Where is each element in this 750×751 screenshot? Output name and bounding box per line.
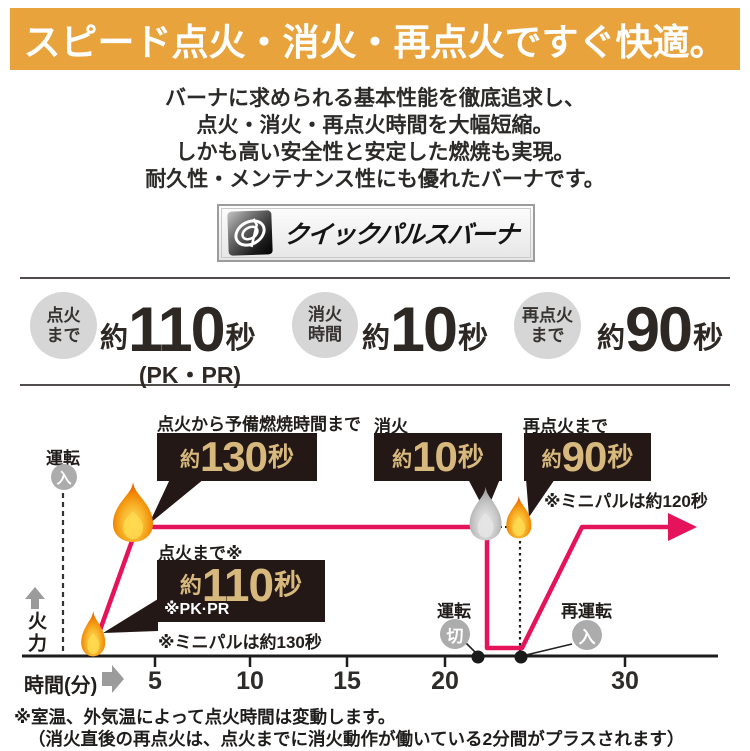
stat-circle-reignition-line1: 再点火 (522, 305, 573, 325)
extinguish-label: 消火 (374, 417, 408, 436)
box-unit: 秒 (607, 442, 634, 472)
switch-connectors (464, 641, 573, 664)
flame-icon-preburn (113, 482, 153, 542)
headline-banner: スピード点火・消火・再点火ですぐ快適。 (10, 8, 740, 70)
tick-30: 30 (611, 667, 639, 695)
extinguish-time-box: 約 10 秒 (374, 433, 502, 481)
intro-line-3: しかも高い安全性と安定した燃焼も実現。 (175, 141, 575, 164)
box-number: 90 (561, 433, 608, 480)
ignite-label: 点火まで※ (158, 544, 243, 563)
swirl-emblem-icon (234, 218, 266, 248)
stat-circle-reignition: 再点火 まで (514, 292, 581, 359)
stat-sub-ignition: (PK・PR) (138, 362, 242, 388)
flame-icon-reignite (506, 495, 532, 539)
divider-top (20, 277, 730, 279)
footnote-line-1: ※室温、外気温によって点火時間は変動します。 (14, 707, 396, 727)
guide-lines (61, 493, 522, 653)
quick-pulse-logo-icon (227, 210, 273, 256)
stat-circle-extinguish: 消火 時間 (292, 292, 358, 358)
stat-number: 110 (128, 295, 226, 366)
intro-paragraph: バーナに求められる基本性能を徹底追求し、 点火・消火・再点火時間を大幅短縮。 し… (0, 85, 750, 193)
box-prefix: 約 (179, 449, 200, 471)
stat-circle-extinguish-line1: 消火 (308, 305, 342, 324)
stat-circle-ignition: 点火 まで (30, 292, 97, 359)
ignite-box-sub: ※PK·PR (164, 601, 230, 618)
stat-circle-ignition-line2: まで (46, 325, 81, 345)
operation-off-label: 運転 (437, 602, 471, 621)
right-arrow-icon (102, 665, 124, 693)
stat-value-extinguish: 約 10 秒 (362, 294, 489, 366)
restart-point-dot (514, 650, 528, 664)
stat-circle-ignition-line1: 点火 (46, 305, 81, 325)
power-on-badge: 入 (51, 464, 77, 490)
up-arrow-icon (25, 587, 45, 609)
stat-number: 10 (390, 295, 458, 366)
box-number: 10 (412, 433, 458, 480)
tick-15: 15 (333, 667, 361, 695)
flame-icon-ignition (81, 610, 106, 657)
ignite-time-box: 約 110 秒 ※PK·PR (157, 560, 325, 622)
re-operation-label: 再運転 (561, 602, 612, 621)
intro-line-2: 点火・消火・再点火時間を大幅短縮。 (196, 114, 554, 137)
box-number: 110 (201, 559, 274, 611)
badge-label: クイックパルスバーナ (282, 221, 519, 249)
stat-value-ignition: 約 110 秒 (100, 294, 256, 366)
stat-prefix: 約 (362, 322, 391, 353)
reignite-time-box: 約 90 秒 (524, 433, 651, 481)
ignite-note: ※ミニパルは約130秒 (158, 633, 322, 652)
stat-circle-reignition-line2: まで (530, 325, 565, 345)
divider-bottom (20, 384, 730, 386)
stat-value-reignition: 約 90 秒 (597, 294, 724, 366)
reignite-label: 再点火まで (523, 417, 608, 436)
preburn-time-box: 約 130 秒 (157, 433, 317, 481)
box-unit: 秒 (268, 442, 295, 472)
power-off-badge: 切 (440, 619, 470, 649)
operation-on-label: 運転 (46, 449, 80, 468)
box-unit: 秒 (274, 569, 303, 600)
box-unit: 秒 (457, 442, 484, 472)
intro-line-1: バーナに求められる基本性能を徹底追求し、 (165, 87, 585, 110)
tick-20: 20 (431, 667, 459, 695)
stat-prefix: 約 (597, 322, 626, 353)
stat-circle-extinguish-line2: 時間 (308, 325, 342, 344)
tick-5: 5 (148, 667, 162, 695)
box-number: 130 (199, 433, 268, 480)
flame-icon-extinguish (469, 486, 502, 541)
re-power-on-badge: 入 (572, 620, 602, 650)
stat-prefix: 約 (100, 322, 129, 353)
product-badge: クイックパルスバーナ (217, 204, 535, 262)
arrow-head-icon (668, 513, 697, 541)
stat-number: 90 (625, 295, 693, 366)
box-prefix: 約 (541, 449, 562, 471)
stat-unit: 秒 (693, 322, 724, 355)
x-axis (22, 654, 718, 667)
tick-10: 10 (236, 667, 264, 695)
box-prefix: 約 (392, 449, 413, 471)
off-point-dot (471, 650, 485, 664)
intro-line-4: 耐久性・メンテナンス性にも優れたバーナです。 (145, 168, 605, 191)
x-axis-label: 時間(分) (24, 675, 98, 697)
box-prefix: 約 (179, 573, 202, 598)
preburn-label: 点火から予備燃焼時間まで (157, 415, 361, 434)
reignite-note: ※ミニパルは約120秒 (544, 492, 708, 511)
footnote-line-2: （消火直後の再点火は、点火までに消火動作が働いている2分間がプラスされます） (28, 729, 685, 749)
headline-text: スピード点火・消火・再点火ですぐ快適。 (23, 22, 727, 63)
stat-unit: 秒 (225, 322, 256, 355)
y-axis-label: 火力 (25, 611, 46, 655)
stat-unit: 秒 (458, 322, 489, 355)
